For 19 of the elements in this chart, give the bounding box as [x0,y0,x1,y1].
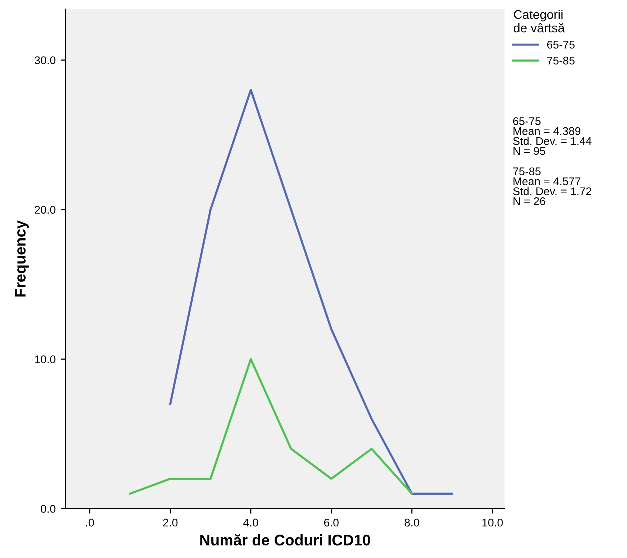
legend-title: Categorii de vârtsă [514,10,565,33]
line-series [129,358,414,495]
x-tick-label: 6.0 [324,518,339,527]
y-axis-title: Frequency [15,220,29,297]
y-tick-label: 10.0 [35,356,56,364]
x-tick-label: .0 [86,518,94,527]
text: 75-85 Mean = 4.577 Std. Dev. = 1.72 N = 26 [513,168,592,206]
text: 65-75 Mean = 4.389 Std. Dev. = 1.44 N = 95 [513,117,592,156]
line-series [169,89,454,495]
x-tick-label: 10.0 [482,518,504,527]
y-tick-label: 0.0 [41,505,56,514]
x-tick-label: 8.0 [404,518,420,527]
legend-label: 65-75 [547,40,575,49]
y-tick-label: 30.0 [34,56,56,64]
legend-label: 75-85 [547,56,575,65]
x-tick-label: 2.0 [163,518,178,527]
x-tick-label: 4.0 [244,518,258,527]
y-tick-label: 20.0 [35,206,56,214]
x-axis-title: Număr de Coduri ICD10 [200,534,370,546]
